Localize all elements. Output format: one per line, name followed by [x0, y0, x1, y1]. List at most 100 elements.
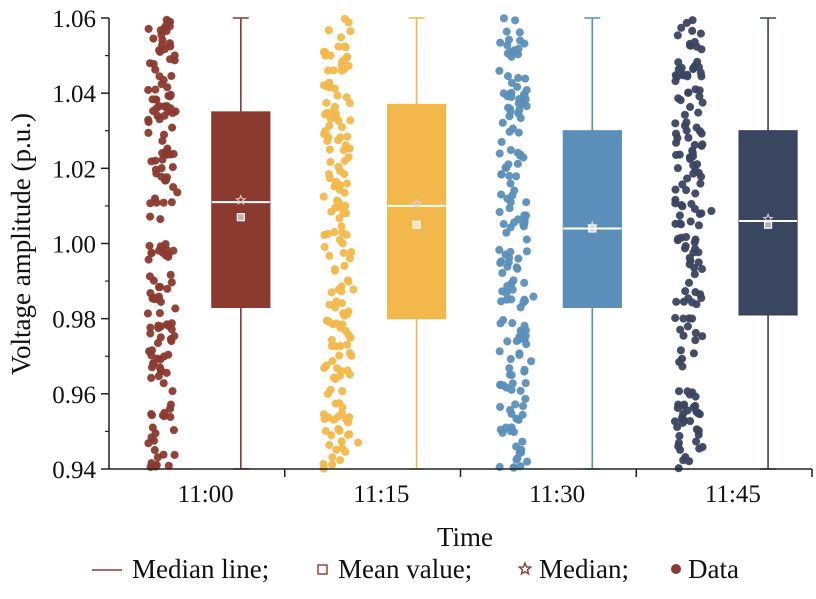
- data-point: [671, 313, 680, 323]
- data-point: [333, 91, 342, 100]
- data-point: [515, 349, 524, 358]
- data-point: [319, 192, 328, 201]
- data-point: [504, 258, 513, 267]
- data-point: [328, 356, 337, 366]
- data-point: [495, 245, 504, 254]
- data-point: [498, 118, 507, 127]
- data-point: [147, 248, 156, 257]
- data-point: [167, 278, 176, 287]
- data-point: [505, 171, 514, 180]
- data-point: [521, 211, 531, 220]
- data-point: [346, 116, 355, 125]
- data-point: [320, 230, 329, 240]
- data-point: [337, 437, 346, 446]
- data-point: [171, 304, 180, 313]
- data-point: [156, 282, 165, 292]
- data-point: [497, 170, 506, 179]
- series-11:45: [670, 16, 798, 473]
- data-point: [334, 116, 343, 125]
- data-point: [155, 309, 164, 318]
- data-point: [690, 204, 700, 213]
- data-point: [694, 108, 703, 117]
- data-point: [514, 73, 523, 83]
- data-point: [497, 257, 506, 266]
- data-point: [341, 414, 350, 424]
- y-tick-label: 1.02: [52, 156, 96, 183]
- data-point: [151, 156, 160, 165]
- data-point: [673, 133, 682, 143]
- y-tick-label: 0.96: [52, 382, 96, 409]
- data-point: [677, 413, 687, 422]
- data-point: [515, 105, 524, 115]
- data-point: [675, 219, 685, 228]
- data-point: [675, 150, 684, 159]
- data-point: [689, 349, 699, 358]
- data-point: [698, 140, 707, 149]
- data-point: [335, 399, 344, 408]
- data-point: [156, 215, 165, 224]
- data-point: [692, 123, 701, 132]
- data-point: [516, 114, 525, 123]
- data-point: [322, 98, 331, 108]
- data-point: [495, 66, 504, 76]
- data-point: [680, 244, 690, 253]
- data-point: [698, 442, 707, 452]
- data-point: [516, 462, 525, 471]
- data-point: [679, 331, 688, 340]
- legend-mean-symbol: [317, 564, 328, 575]
- data-point: [694, 258, 703, 267]
- data-point: [678, 362, 687, 371]
- data-point: [157, 172, 166, 181]
- series-11:00: [143, 15, 271, 472]
- data-point: [160, 408, 169, 417]
- data-point: [164, 250, 173, 259]
- data-point: [328, 460, 337, 469]
- data-point: [330, 228, 339, 237]
- data-point: [320, 414, 329, 423]
- data-point: [503, 281, 512, 291]
- data-point: [330, 265, 339, 274]
- data-point: [152, 104, 161, 113]
- data-point: [523, 457, 532, 466]
- data-point: [342, 230, 351, 239]
- data-point: [502, 228, 511, 237]
- data-point: [507, 78, 516, 87]
- data-point: [143, 309, 152, 318]
- mean-marker: [763, 220, 773, 229]
- data-point: [680, 110, 690, 119]
- data-point: [150, 446, 159, 455]
- data-point: [696, 29, 706, 38]
- data-point: [167, 198, 176, 207]
- y-axis-title: Voltage amplitude (p.u.): [6, 113, 36, 375]
- data-point: [510, 46, 519, 55]
- data-point: [676, 96, 685, 105]
- data-point: [149, 34, 158, 43]
- data-point: [145, 241, 154, 250]
- data-point: [148, 423, 157, 432]
- axes: 0.94 0.96 0.98 1.00 1.02 1.04 1.06 11:00 11:15 11…: [52, 6, 813, 508]
- data-point: [686, 102, 695, 112]
- data-point: [506, 146, 515, 155]
- data-point: [672, 297, 681, 306]
- x-tick-label: 11:45: [705, 481, 761, 508]
- data-point: [495, 347, 504, 356]
- data-point: [674, 387, 684, 396]
- data-point: [332, 445, 341, 454]
- data-point: [527, 357, 536, 366]
- data-point: [520, 297, 530, 306]
- data-point: [686, 41, 695, 50]
- data-point: [147, 373, 156, 382]
- data-point: [161, 240, 170, 249]
- data-point: [145, 272, 154, 281]
- data-point: [508, 379, 517, 388]
- data-point: [336, 33, 346, 42]
- data-point: [324, 26, 333, 35]
- data-point: [691, 235, 700, 244]
- data-point: [673, 31, 682, 40]
- data-point: [166, 42, 175, 51]
- data-point: [335, 214, 344, 223]
- data-point: [514, 128, 523, 137]
- data-point: [343, 340, 352, 349]
- data-point: [335, 235, 344, 244]
- data-point: [320, 242, 329, 252]
